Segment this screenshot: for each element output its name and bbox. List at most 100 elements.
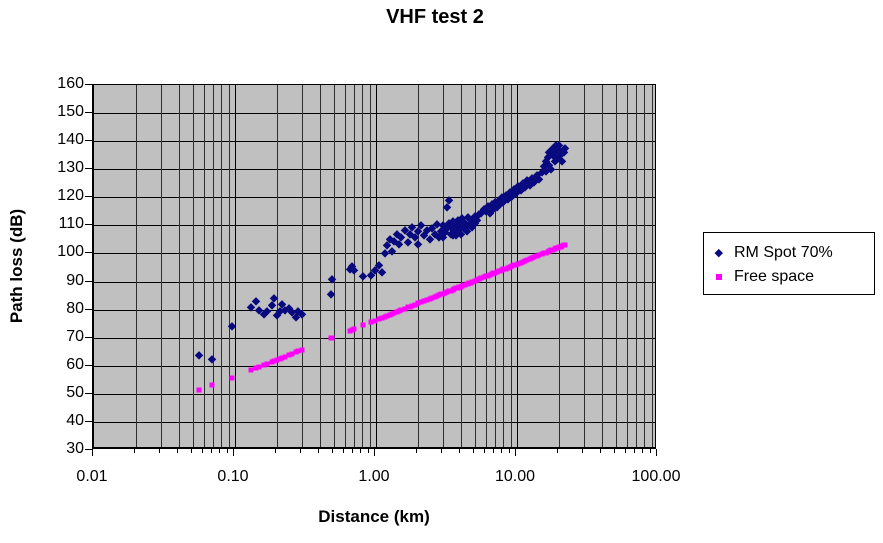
gridline-vertical-minor	[221, 85, 223, 447]
y-axis-tick	[85, 252, 92, 254]
gridline-vertical-minor	[495, 85, 497, 447]
gridline-horizontal	[94, 169, 655, 171]
gridline-horizontal	[94, 281, 655, 283]
gridline-vertical-minor	[192, 85, 194, 447]
x-axis-tick-minor	[634, 449, 636, 453]
data-point-free-space	[261, 362, 267, 368]
data-point-rm-spot-70-	[443, 203, 452, 212]
gridline-vertical-minor	[333, 85, 335, 447]
gridline-horizontal	[94, 197, 655, 199]
gridline-horizontal	[94, 141, 655, 143]
data-point-free-space	[421, 298, 427, 304]
data-point-free-space	[376, 316, 382, 322]
x-axis-tick-minor	[300, 449, 302, 453]
x-axis-tick-minor	[557, 449, 559, 453]
gridline-vertical-minor	[584, 85, 586, 447]
data-point-free-space	[295, 348, 301, 354]
gridline-vertical-minor	[644, 85, 646, 447]
data-point-free-space	[277, 356, 283, 362]
y-axis-tick	[85, 449, 92, 450]
data-point-rm-spot-70-	[558, 156, 567, 165]
x-axis-tick-minor	[599, 449, 601, 453]
data-point-free-space	[248, 367, 254, 373]
x-axis-tick-minor	[624, 449, 626, 453]
data-point-free-space	[409, 303, 415, 309]
x-axis-tick-minor	[582, 449, 584, 453]
y-axis-tick	[85, 224, 92, 226]
data-point-rm-spot-70-	[251, 297, 260, 306]
gridline-horizontal	[94, 113, 655, 115]
gridline-vertical-minor	[503, 85, 505, 447]
data-point-free-space	[360, 322, 366, 328]
x-axis-tick-minor	[441, 449, 443, 453]
x-axis-tick-minor	[134, 449, 136, 453]
x-axis-tick-minor	[642, 449, 644, 453]
y-axis-tick	[85, 84, 92, 85]
x-axis-tick-minor	[613, 449, 615, 453]
y-axis-tick	[85, 112, 92, 114]
y-tick-label: 100	[57, 243, 84, 261]
plot-area	[92, 84, 656, 449]
x-axis-tick-minor	[342, 449, 344, 453]
x-axis-tick-minor	[176, 449, 178, 453]
x-axis-tick-minor	[275, 449, 277, 453]
x-axis-tick-minor	[416, 449, 418, 453]
x-axis-tick-minor	[493, 449, 495, 453]
data-point-free-space	[282, 354, 288, 360]
x-axis-tick-major	[233, 449, 234, 456]
x-axis-tick-minor	[219, 449, 221, 453]
x-axis-tick-minor	[458, 449, 460, 453]
gridline-vertical-minor	[559, 85, 561, 447]
data-point-rm-spot-70-	[404, 238, 413, 247]
gridline-vertical-minor	[601, 85, 603, 447]
x-axis-title: Distance (km)	[318, 507, 430, 526]
legend-label-free-space: Free space	[734, 268, 815, 285]
data-point-free-space	[368, 319, 374, 325]
y-tick-label: 130	[57, 159, 84, 177]
data-point-free-space	[253, 365, 259, 371]
data-point-free-space	[347, 328, 353, 334]
diamond-marker-icon	[714, 249, 734, 257]
x-axis-tick-major	[515, 449, 516, 456]
x-axis-tick-minor	[360, 449, 362, 453]
y-tick-label: 30	[66, 440, 84, 457]
x-axis-tick-minor	[501, 449, 503, 453]
data-point-free-space	[524, 257, 530, 263]
data-point-free-space	[196, 387, 202, 393]
y-tick-label: 120	[57, 187, 84, 205]
data-point-free-space	[289, 351, 295, 357]
data-point-rm-spot-70-	[414, 239, 423, 248]
chart-title: VHF test 2	[386, 6, 484, 28]
y-axis-tick	[85, 308, 92, 310]
x-axis-tick-major	[92, 449, 93, 456]
gridline-vertical-minor	[277, 85, 279, 447]
x-axis-tick-minor	[508, 449, 510, 453]
gridline-vertical-minor	[362, 85, 364, 447]
data-point-free-space	[351, 326, 357, 332]
x-axis-tick-minor	[159, 449, 161, 453]
x-axis-tick-minor	[367, 449, 369, 453]
legend-item-free-space: Free space	[714, 265, 874, 289]
gridline-vertical-major	[235, 85, 236, 447]
data-point-free-space	[379, 315, 385, 321]
gridline-vertical-minor	[228, 85, 230, 447]
x-axis-tick-minor	[331, 449, 333, 453]
gridline-vertical-minor	[615, 85, 617, 447]
x-axis-tick-minor	[226, 449, 228, 453]
x-tick-label: 100.00	[631, 468, 681, 485]
gridline-horizontal	[94, 337, 655, 339]
gridline-vertical-minor	[302, 85, 304, 447]
data-point-free-space	[415, 300, 421, 306]
x-axis-tick-minor	[190, 449, 192, 453]
y-axis-tick	[85, 392, 92, 394]
gridline-horizontal	[94, 309, 655, 311]
gridline-horizontal	[94, 253, 655, 255]
gridline-vertical-minor	[443, 85, 445, 447]
y-tick-label: 140	[57, 131, 84, 149]
y-axis-tick	[85, 168, 92, 170]
data-point-free-space	[329, 335, 335, 341]
y-axis-tick	[85, 336, 92, 338]
x-axis-tick-minor	[201, 449, 203, 453]
y-tick-label: 160	[57, 75, 84, 92]
